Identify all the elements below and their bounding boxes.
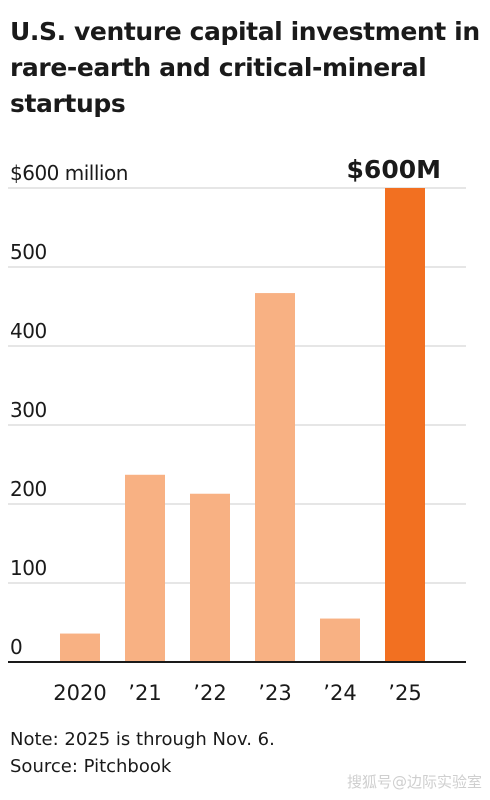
chart-title: U.S. venture capital investment in rare-… [10, 17, 480, 118]
bar-annotation: $600M [347, 155, 441, 184]
note-text: Note: 2025 is through Nov. 6. [10, 729, 275, 750]
x-tick-label: 2020 [53, 681, 106, 705]
y-tick-label: 400 [10, 319, 47, 343]
chart-notes: Note: 2025 is through Nov. 6. Source: Pi… [10, 726, 275, 780]
bar-1 [125, 474, 165, 662]
x-tick-labels: 2020 ’21 ’22 ’23 ’24 ’25 [53, 681, 421, 705]
y-tick-label: 500 [10, 240, 47, 264]
y-tick-label: 0 [10, 635, 22, 659]
bar-0 [60, 633, 100, 662]
x-tick-label: ’24 [323, 681, 356, 705]
source-text: Source: Pitchbook [10, 756, 172, 777]
y-tick-label: 300 [10, 398, 47, 422]
x-tick-label: ’22 [193, 681, 226, 705]
y-tick-label: 200 [10, 477, 47, 501]
y-tick-label: $600 million [10, 161, 128, 185]
bar-3 [255, 293, 295, 662]
bar-5 [385, 188, 425, 662]
watermark-text: 搜狐号@边际实验室 [346, 773, 482, 791]
x-tick-label: ’23 [258, 681, 291, 705]
bar-2 [190, 493, 230, 662]
y-tick-labels: 0 100 200 300 400 500 $600 million [10, 161, 128, 659]
bars [60, 188, 425, 662]
bar-4 [320, 618, 360, 662]
x-tick-label: ’21 [128, 681, 161, 705]
annotations: $600M [347, 155, 441, 184]
y-tick-label: 100 [10, 556, 47, 580]
x-tick-label: ’25 [388, 681, 421, 705]
bar-chart: 0 100 200 300 400 500 $600 million 2020 ’21 ’22 ’… [8, 155, 466, 705]
